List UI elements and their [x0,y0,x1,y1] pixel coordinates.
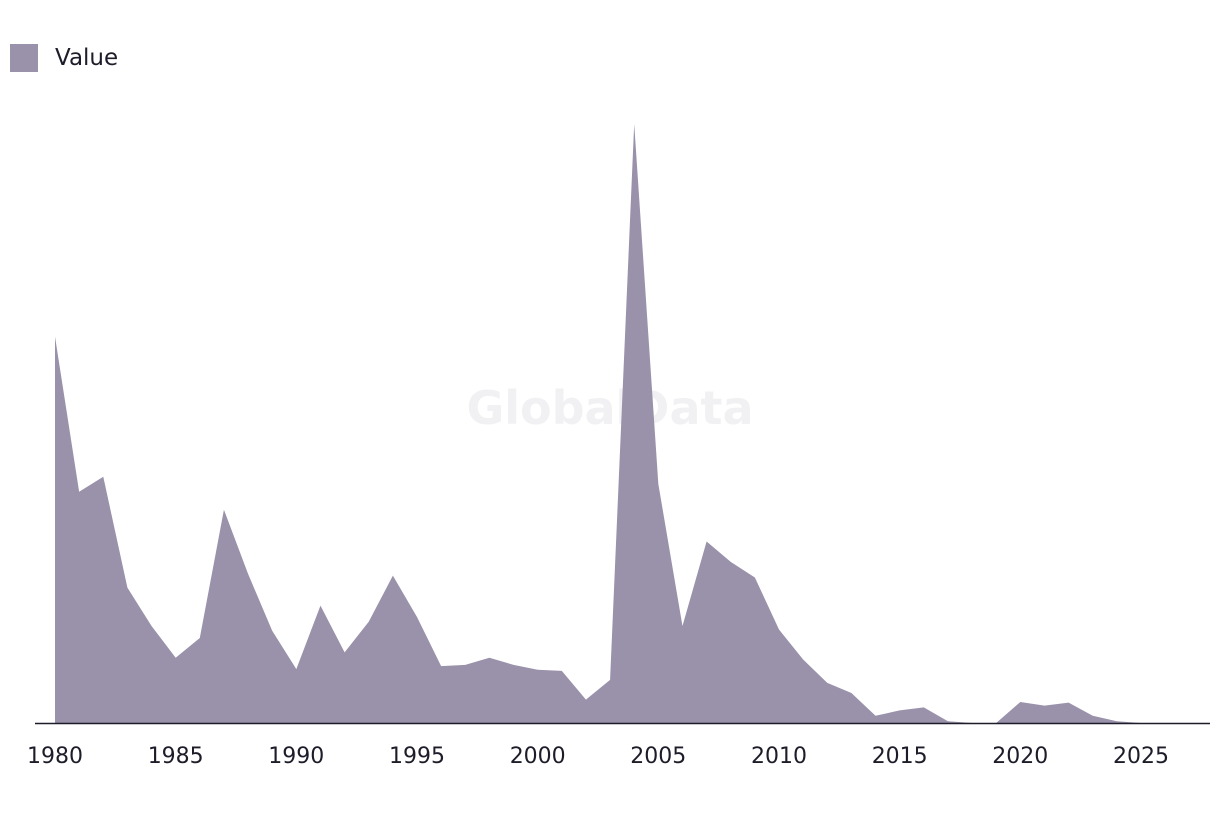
x-axis-tick-labels: 1980 1985 1990 1995 2000 2005 2010 2015 2020 2025 [27,744,1169,769]
area-series-value [55,124,1190,723]
x-tick-label-2000: 2000 [510,744,566,769]
x-tick-label-2025: 2025 [1113,744,1169,769]
x-tick-label-1995: 1995 [389,744,445,769]
x-tick-label-2020: 2020 [992,744,1048,769]
x-tick-label-2010: 2010 [751,744,807,769]
legend: Value [10,44,118,72]
x-tick-label-1990: 1990 [268,744,324,769]
legend-label: Value [55,45,119,71]
x-tick-label-1980: 1980 [27,744,83,769]
x-tick-label-2005: 2005 [630,744,686,769]
x-tick-label-2015: 2015 [872,744,928,769]
x-tick-label-1985: 1985 [148,744,204,769]
legend-swatch [10,44,38,72]
watermark-text: GlobalData [466,381,753,435]
